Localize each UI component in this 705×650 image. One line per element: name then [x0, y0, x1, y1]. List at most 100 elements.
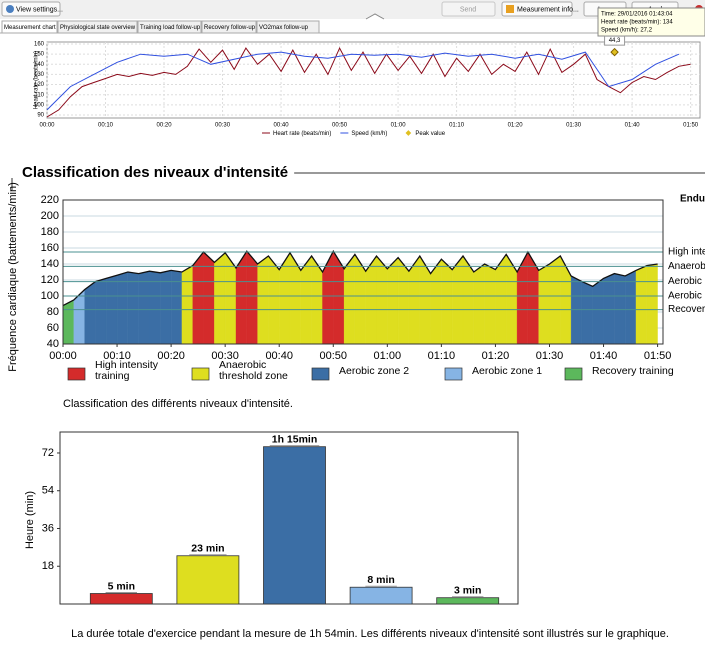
y-tick-label: 130: [34, 72, 45, 78]
legend-label: Aerobic zone 2: [339, 365, 410, 377]
legend-label: Heart rate (beats/min): [273, 131, 331, 137]
area-segment: [268, 255, 280, 345]
x-tick-label: 01:30: [566, 123, 582, 129]
tab[interactable]: [201, 20, 257, 34]
area-segment: [484, 263, 496, 345]
collapse-arrow[interactable]: [365, 13, 385, 20]
x-tick-label: 00:50: [320, 350, 348, 362]
legend-swatch: [405, 130, 412, 136]
bar-value-label: 3 min: [454, 584, 481, 596]
threshold-label: High inter: [668, 247, 705, 258]
legend-label: Aerobic zone 1: [472, 365, 543, 377]
y-tick-label: 110: [34, 92, 44, 98]
send-label[interactable]: Send: [460, 6, 476, 13]
x-tick-label: 00:40: [265, 350, 293, 362]
y-tick-label: 72: [42, 447, 54, 459]
x-tick-label: 01:00: [391, 123, 407, 129]
legend-swatch: [444, 367, 463, 381]
settings-icon: [6, 5, 14, 13]
series-line: [46, 51, 680, 111]
measurement-info-button[interactable]: [501, 1, 573, 17]
x-tick-label: 00:30: [211, 350, 239, 362]
area-segment: [603, 273, 615, 345]
tab[interactable]: [1, 20, 58, 34]
x-tick-label: 01:30: [536, 350, 564, 362]
peak-marker: [610, 47, 619, 57]
legend-label: Peak value: [415, 131, 445, 137]
y-tick-label: 100: [34, 102, 45, 108]
legend-label: Speed (km/h): [351, 131, 387, 137]
view-settings-label[interactable]: View settings...: [16, 6, 63, 13]
tooltip: [597, 7, 705, 37]
y-tick-label: 140: [41, 258, 59, 270]
area-segment: [257, 255, 269, 345]
hr-outline: [62, 249, 658, 307]
y-tick-label: 100: [41, 290, 59, 302]
legend-label: Anaerobic threshold zone: [219, 360, 288, 382]
caption: Classification des différents niveaux d'…: [63, 398, 293, 410]
y-tick-label: 140: [34, 62, 45, 68]
area-segment: [203, 251, 215, 345]
plot-frame: [62, 199, 664, 345]
y-tick-label: 220: [41, 194, 59, 206]
tooltip-line: Heart rate (beats/min): 134: [601, 20, 673, 26]
view-settings-button[interactable]: [1, 1, 61, 17]
y-tick-label: 90: [37, 113, 44, 119]
legend-item: Recovery training: [592, 365, 674, 377]
x-tick-label: 01:20: [482, 350, 510, 362]
tab-label[interactable]: VO2max follow-up: [259, 25, 309, 31]
area-segment: [473, 263, 485, 345]
x-tick-label: 00:00: [49, 350, 77, 362]
tab-label[interactable]: Physiological state overview: [60, 25, 136, 31]
bar-value-label: 8 min: [367, 574, 394, 586]
tab-label[interactable]: Recovery follow-up: [204, 25, 256, 31]
area-segment: [376, 255, 388, 345]
legend-swatch: [67, 367, 86, 381]
legend-swatch: [191, 367, 210, 381]
area-segment: [387, 257, 399, 345]
x-tick-label: 00:30: [215, 123, 231, 129]
x-tick-label: 00:00: [39, 123, 55, 129]
bar-value-label: 1h 15min: [272, 433, 318, 445]
send-button[interactable]: [441, 1, 496, 17]
legend-item: High intensity training: [95, 360, 159, 382]
y-tick-label: 120: [34, 82, 45, 88]
legend-label: Recovery training: [592, 365, 674, 377]
x-tick-label: 01:10: [428, 350, 456, 362]
area-segment: [646, 263, 658, 345]
legend-label: High intensity training: [95, 360, 159, 382]
x-tick-label: 00:50: [332, 123, 348, 129]
area-segment: [149, 271, 161, 345]
tab[interactable]: [137, 20, 202, 34]
info-icon: [506, 5, 514, 13]
area-segment: [192, 251, 204, 345]
y-tick-label: 36: [42, 522, 54, 534]
area-segment: [246, 250, 258, 345]
tab[interactable]: [256, 20, 320, 34]
x-tick-label: 00:20: [157, 123, 173, 129]
measurement-info-label[interactable]: Measurement info...: [517, 6, 579, 13]
area-segment: [181, 265, 193, 345]
x-tick-label: 01:10: [449, 123, 465, 129]
area-segment: [441, 258, 453, 345]
y-tick-label: 54: [42, 485, 54, 497]
bar: [263, 446, 326, 605]
bar-value-label: 23 min: [191, 543, 224, 555]
tab[interactable]: [57, 20, 138, 34]
x-tick-label: 01:40: [590, 350, 618, 362]
tab-label[interactable]: Training load follow-up: [140, 25, 201, 31]
section-title: Classification des niveaux d'intensité: [22, 164, 288, 181]
legend-item: Aerobic zone 2: [339, 365, 410, 377]
area-segment: [452, 255, 464, 345]
y-axis-label: Fréquence cardiaque (battements/min): [7, 182, 19, 372]
tab-label[interactable]: Measurement chart: [4, 25, 56, 31]
area-segment: [592, 278, 604, 345]
y-axis-label: Heart rate (beats/min): [34, 51, 40, 109]
area-segment: [614, 273, 626, 345]
bar-value-label: 5 min: [108, 580, 135, 592]
y-tick-label: 120: [41, 274, 59, 286]
series-line: [46, 46, 691, 118]
tooltip-line: Time: 29/01/2016 01:43:04: [601, 12, 673, 18]
area-segment: [343, 253, 356, 345]
